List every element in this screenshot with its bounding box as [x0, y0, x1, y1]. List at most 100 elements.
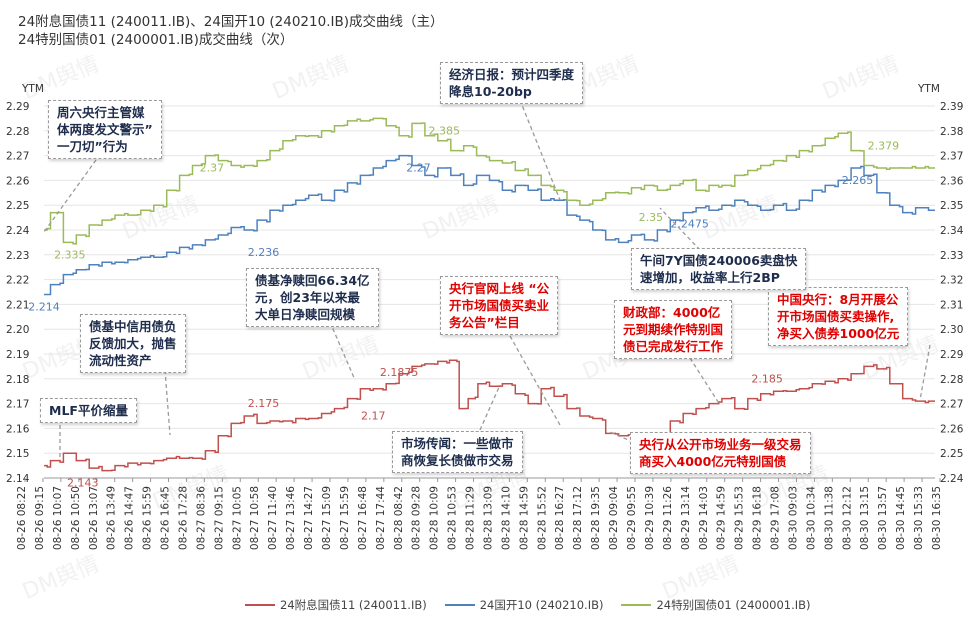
- annotation-connector: [659, 207, 701, 251]
- x-tick-label: 08-26 09:15: [34, 486, 46, 550]
- y-left-tick-label: 2.28: [6, 126, 29, 138]
- chart-title-line2: 24特别国债01 (2400001.IB)成交曲线（次）: [18, 32, 294, 48]
- y-left-tick-label: 2.21: [6, 299, 29, 311]
- y-right-tick-label: 2.30: [940, 324, 963, 336]
- x-tick-label: 08-28 10:09: [429, 486, 441, 550]
- y-left-tick-label: 2.15: [6, 448, 29, 460]
- annotation-mof-4000: 财政部：4000亿 元到期续作特别国 债已完成发行工作: [614, 300, 733, 359]
- x-tick-label: 08-29 14:59: [716, 486, 728, 550]
- y-right-tick-label: 2.28: [940, 374, 963, 386]
- annotation-media-warning: 周六央行主管媒 体两度发文警示” 一刀切”行为: [48, 100, 162, 159]
- data-label: 2.27: [406, 162, 431, 175]
- data-label: 2.379: [868, 139, 900, 152]
- x-tick-label: 08-29 16:18: [752, 486, 764, 550]
- legend-item-240210[interactable]: 24国开10 (240210.IB): [444, 597, 604, 613]
- x-tick-label: 08-27 09:15: [213, 486, 225, 550]
- x-tick-label: 08-29 14:03: [698, 486, 710, 550]
- x-tick-label: 08-28 09:28: [411, 486, 423, 550]
- y-left-tick-label: 2.24: [6, 225, 30, 237]
- x-tick-label: 08-29 15:53: [734, 486, 746, 550]
- x-tick-label: 08-27 15:09: [321, 486, 333, 550]
- x-tick-label: 08-29 10:39: [644, 486, 656, 550]
- x-tick-label: 08-30 09:03: [787, 486, 799, 550]
- data-label: 2.385: [429, 124, 461, 137]
- x-tick-label: 08-30 14:45: [895, 486, 907, 550]
- y-right-tick-label: 2.26: [940, 423, 964, 435]
- y-right-axis-title: YTM: [917, 83, 940, 95]
- annotation-market-rumor: 市场传闻：一些做市 商恢复长债做市交易: [392, 431, 523, 473]
- x-tick-label: 08-29 13:14: [680, 486, 692, 550]
- y-left-tick-label: 2.27: [6, 151, 29, 163]
- x-tick-label: 08-28 11:29: [465, 486, 477, 550]
- y-right-tick-label: 2.38: [940, 126, 963, 138]
- x-tick-label: 08-26 15:59: [142, 486, 154, 550]
- annotation-connector: [689, 357, 721, 406]
- legend-swatch-red: [245, 604, 275, 606]
- x-tick-label: 08-28 14:10: [500, 486, 512, 550]
- y-left-tick-label: 2.23: [6, 250, 29, 262]
- data-label: 2.143: [67, 477, 99, 490]
- y-right-tick-label: 2.33: [940, 250, 963, 262]
- y-left-tick-label: 2.18: [6, 374, 29, 386]
- y-right-tick-label: 2.31: [940, 299, 963, 311]
- y-left-tick-label: 2.25: [6, 200, 29, 212]
- legend-swatch-green: [621, 604, 652, 606]
- x-tick-label: 08-29 09:55: [626, 486, 638, 550]
- chart-title-line1: 24附息国债11 (240011.IB)、24国开10 (240210.IB)成…: [18, 14, 444, 30]
- legend-swatch-blue: [444, 604, 475, 606]
- x-tick-label: 08-26 10:50: [70, 486, 82, 550]
- x-tick-label: 08-27 15:59: [339, 486, 351, 550]
- y-left-tick-label: 2.19: [6, 349, 29, 361]
- data-label: 2.214: [28, 300, 60, 313]
- legend-item-240011[interactable]: 24附息国债11 (240011.IB): [245, 597, 427, 613]
- x-tick-label: 08-30 11:38: [823, 486, 835, 550]
- y-right-tick-label: 2.39: [940, 101, 963, 113]
- y-left-tick-label: 2.20: [6, 324, 29, 336]
- annotation-mlf: MLF平价缩量: [40, 398, 137, 423]
- data-label: 2.236: [248, 246, 280, 259]
- x-tick-label: 08-28 13:09: [482, 486, 494, 550]
- x-tick-label: 08-27 08:36: [195, 486, 207, 550]
- x-tick-label: 08-28 19:35: [590, 486, 602, 550]
- annotation-credit-debt: 债基中信用债负 反馈加大，抛售 流动性资产: [80, 314, 186, 373]
- data-label: 2.185: [751, 372, 783, 385]
- series-line-0: [44, 359, 935, 472]
- annotation-connector: [919, 344, 931, 401]
- yield-curve-chart: YTM YTM2.142.152.162.172.182.192.202.212.…: [6, 83, 964, 550]
- x-tick-label: 08-29 09:04: [608, 486, 620, 550]
- x-tick-label: 08-27 16:48: [357, 486, 369, 550]
- annotation-connector: [479, 384, 501, 431]
- data-label: 2.1875: [380, 366, 419, 379]
- x-tick-label: 08-27 17:44: [375, 486, 387, 550]
- annotation-connector: [43, 159, 97, 233]
- y-left-tick-label: 2.29: [6, 101, 29, 113]
- annotation-pboc-net-buy: 中国央行：8月开展公 开市场国债买卖操作, 净买入债券1000亿元: [768, 287, 909, 346]
- x-tick-label: 08-27 14:27: [303, 486, 315, 550]
- legend-item-2400001[interactable]: 24特别国债01 (2400001.IB): [621, 597, 811, 613]
- x-tick-label: 08-29 17:08: [770, 486, 782, 550]
- y-right-tick-label: 2.34: [940, 225, 964, 237]
- y-right-tick-label: 2.35: [940, 200, 963, 212]
- legend-label: 24国开10 (240210.IB): [479, 598, 604, 612]
- annotation-economic-daily: 经济日报：预计四季度 降息10-20bp: [440, 62, 584, 104]
- data-label: 2.335: [54, 248, 86, 261]
- x-tick-label: 08-26 17:28: [177, 486, 189, 550]
- x-tick-label: 08-27 13:46: [285, 486, 297, 550]
- data-label: 2.35: [639, 211, 664, 224]
- x-tick-label: 08-30 13:57: [877, 486, 889, 550]
- x-tick-label: 08-30 13:15: [859, 486, 871, 550]
- y-right-tick-label: 2.27: [940, 399, 963, 411]
- x-tick-label: 08-27 10:58: [249, 486, 261, 550]
- data-label: 2.2475: [670, 217, 709, 230]
- series-line-2: [44, 117, 935, 245]
- y-right-tick-label: 2.25: [940, 448, 963, 460]
- y-right-tick-label: 2.32: [940, 275, 963, 287]
- series-line-1: [44, 154, 935, 296]
- annotation-primary-dealer: 央行从公开市场业务一级交易 商买入4000亿元特别国债: [630, 432, 811, 474]
- x-tick-label: 08-30 16:35: [931, 486, 943, 550]
- x-tick-label: 08-29 11:26: [662, 486, 674, 550]
- x-tick-label: 08-30 12:12: [841, 486, 853, 550]
- chart-legend: 24附息国债11 (240011.IB) 24国开10 (240210.IB) …: [245, 597, 811, 613]
- y-left-tick-label: 2.16: [6, 423, 30, 435]
- y-right-tick-label: 2.24: [940, 473, 964, 485]
